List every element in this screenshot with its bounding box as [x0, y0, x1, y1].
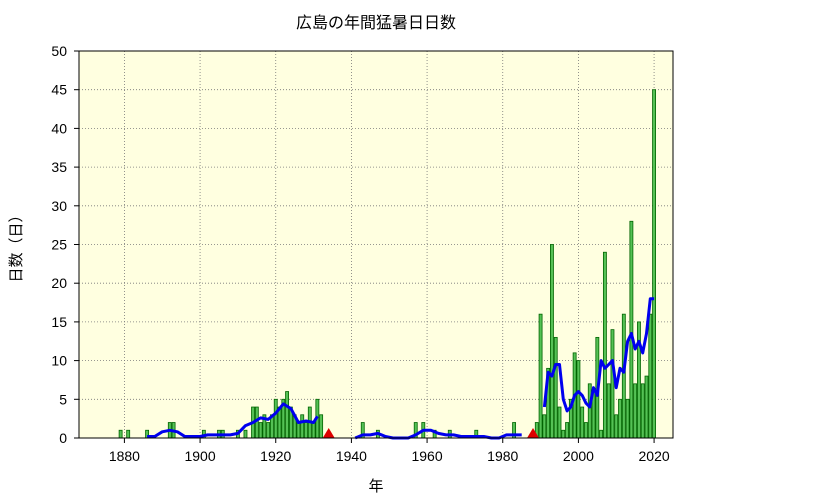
bar: [565, 422, 569, 439]
bar: [602, 251, 607, 439]
bar: [618, 398, 622, 439]
x-tick-label: 1960: [411, 448, 442, 464]
bar: [606, 383, 611, 439]
bar: [584, 422, 588, 439]
bar: [311, 422, 316, 439]
bar: [304, 422, 308, 439]
bar: [542, 414, 547, 439]
y-tick-label: 5: [59, 391, 67, 407]
bar: [258, 422, 263, 439]
bar: [243, 429, 248, 439]
triangle-marker: [322, 428, 335, 438]
bar: [587, 383, 592, 439]
y-tick-label: 45: [51, 82, 67, 98]
bar: [652, 89, 656, 439]
bar: [640, 383, 645, 439]
y-tick-label: 30: [51, 198, 67, 214]
moving-average-line: [542, 297, 655, 413]
x-tick-label: 2000: [563, 448, 594, 464]
bar: [561, 429, 566, 439]
y-tick-label: 25: [51, 237, 67, 253]
bar: [300, 414, 305, 439]
x-axis-label: 年: [368, 478, 383, 495]
y-tick-label: 10: [51, 353, 67, 369]
x-tick-label: 1900: [184, 448, 215, 464]
markers: [322, 428, 540, 438]
bar: [126, 429, 131, 439]
gridlines: [79, 51, 673, 438]
bar: [538, 313, 543, 439]
bar: [557, 406, 562, 439]
x-tick-label: 1980: [487, 448, 518, 464]
bar: [633, 383, 638, 439]
bar: [273, 398, 278, 439]
bar: [319, 414, 324, 439]
y-tick-label: 40: [51, 120, 67, 136]
bar: [553, 336, 558, 439]
moving-average-line: [147, 402, 319, 438]
y-tick-label: 0: [59, 430, 67, 446]
bar: [621, 313, 626, 439]
bar: [576, 360, 581, 439]
x-tick-label: 2020: [639, 448, 670, 464]
bar: [296, 422, 301, 439]
bar: [644, 375, 649, 439]
y-tick-label: 35: [51, 159, 67, 175]
bar: [266, 422, 271, 439]
x-axis-ticks: 1880 1900 1920 1940 1960 1980 2000 2020: [109, 438, 670, 464]
bar: [614, 414, 619, 439]
y-tick-label: 15: [51, 314, 67, 330]
chart-title: 広島の年間猛暑日日数: [296, 14, 456, 32]
y-tick-label: 50: [51, 43, 67, 59]
bar: [637, 321, 641, 439]
triangle-marker: [527, 428, 540, 438]
bar: [625, 398, 630, 439]
y-tick-label: 20: [51, 275, 67, 291]
x-tick-label: 1920: [260, 448, 291, 464]
bar: [610, 329, 615, 439]
x-tick-label: 1880: [109, 448, 140, 464]
bar: [550, 244, 554, 439]
bar: [580, 406, 585, 439]
bar: [629, 220, 634, 439]
bar: [599, 429, 604, 439]
bar: [648, 313, 653, 439]
bar: [118, 429, 123, 439]
x-tick-label: 1940: [336, 448, 367, 464]
bar: [285, 391, 290, 439]
y-axis-label: 日数（日）: [8, 207, 25, 282]
y-axis-ticks: 0 5 10 15 20 25 30 35 40 45 50: [51, 43, 79, 446]
